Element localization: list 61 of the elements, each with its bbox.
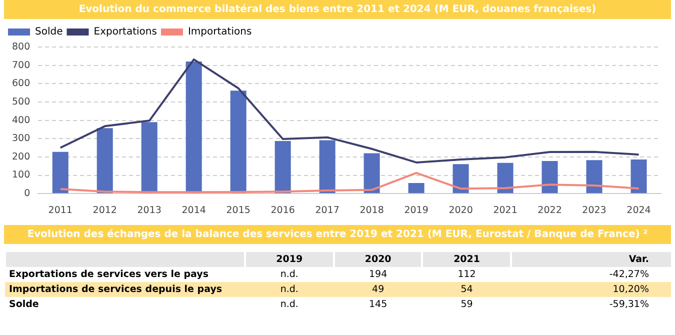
y-tick-label: 200	[12, 151, 30, 162]
text: 59	[460, 299, 473, 310]
text: n.d.	[280, 269, 298, 280]
x-tick-label: 2011	[48, 204, 72, 216]
text: 49	[372, 284, 384, 295]
chart-title: Evolution du commerce bilatéral des biens entre 2011 et 2024 (M EUR, douanes françaises)	[4, 0, 671, 19]
category-label: Exportations de services vers le pays	[9, 269, 209, 280]
y-tick-label: 0	[24, 188, 30, 200]
x-tick-label: 2022	[538, 204, 562, 216]
y-tick-label: 100	[12, 170, 30, 181]
text: 10,20%	[612, 284, 649, 295]
x-tick-label: 2015	[226, 204, 250, 216]
text: 145	[369, 299, 388, 310]
text: Evolution des échanges de la balance des services entre 2019 et 2021 (M EUR, Eurostat / Banque de France) ²	[4, 225, 671, 244]
x-tick-label: 2020	[448, 204, 473, 216]
x-tick-label: 2012	[92, 204, 117, 216]
bar	[364, 153, 380, 194]
bar	[230, 90, 246, 194]
x-tick-label: 2018	[360, 204, 384, 216]
x-tick-label: 2023	[582, 204, 606, 216]
bar	[408, 182, 424, 194]
bar	[141, 122, 158, 194]
bar	[186, 61, 202, 194]
category-label: Solde	[9, 299, 39, 310]
legend-label: Solde	[35, 26, 63, 38]
legend-label: Exportations	[94, 26, 157, 38]
text: -42,27%	[609, 269, 649, 280]
bar	[452, 164, 469, 194]
text: n.d.	[280, 299, 298, 310]
x-tick-label: 2021	[493, 204, 518, 216]
bar	[586, 160, 602, 194]
bar	[542, 160, 558, 194]
category-label: 2020	[334, 252, 422, 267]
text: 194	[369, 269, 388, 280]
x-tick-label: 2017	[315, 204, 340, 216]
bar	[497, 162, 514, 194]
x-tick-label: 2019	[404, 204, 428, 216]
category-label: Var.	[511, 252, 671, 267]
x-tick-label: 2024	[626, 204, 651, 216]
category-label: 2021	[422, 252, 512, 267]
legend-label: Importations	[188, 26, 252, 38]
bar	[274, 141, 291, 194]
category-label: 2019	[245, 252, 334, 267]
bar	[96, 128, 113, 194]
text: n.d.	[280, 284, 298, 295]
text: 54	[460, 284, 473, 295]
y-tick-label: 300	[12, 133, 30, 144]
text: 112	[458, 269, 476, 280]
y-tick-label: 800	[12, 41, 30, 52]
y-tick-label: 500	[12, 96, 30, 108]
y-tick-label: 400	[12, 114, 30, 126]
bar	[52, 152, 68, 194]
category-label: Importations de services depuis le pays	[9, 284, 222, 295]
x-tick-label: 2016	[270, 204, 295, 216]
bar	[319, 140, 336, 194]
bar	[630, 160, 647, 194]
x-tick-label: 2014	[182, 204, 206, 216]
text: -59,31%	[609, 299, 649, 310]
y-tick-label: 700	[12, 60, 30, 71]
x-tick-label: 2013	[137, 204, 162, 216]
y-tick-label: 600	[12, 78, 30, 90]
